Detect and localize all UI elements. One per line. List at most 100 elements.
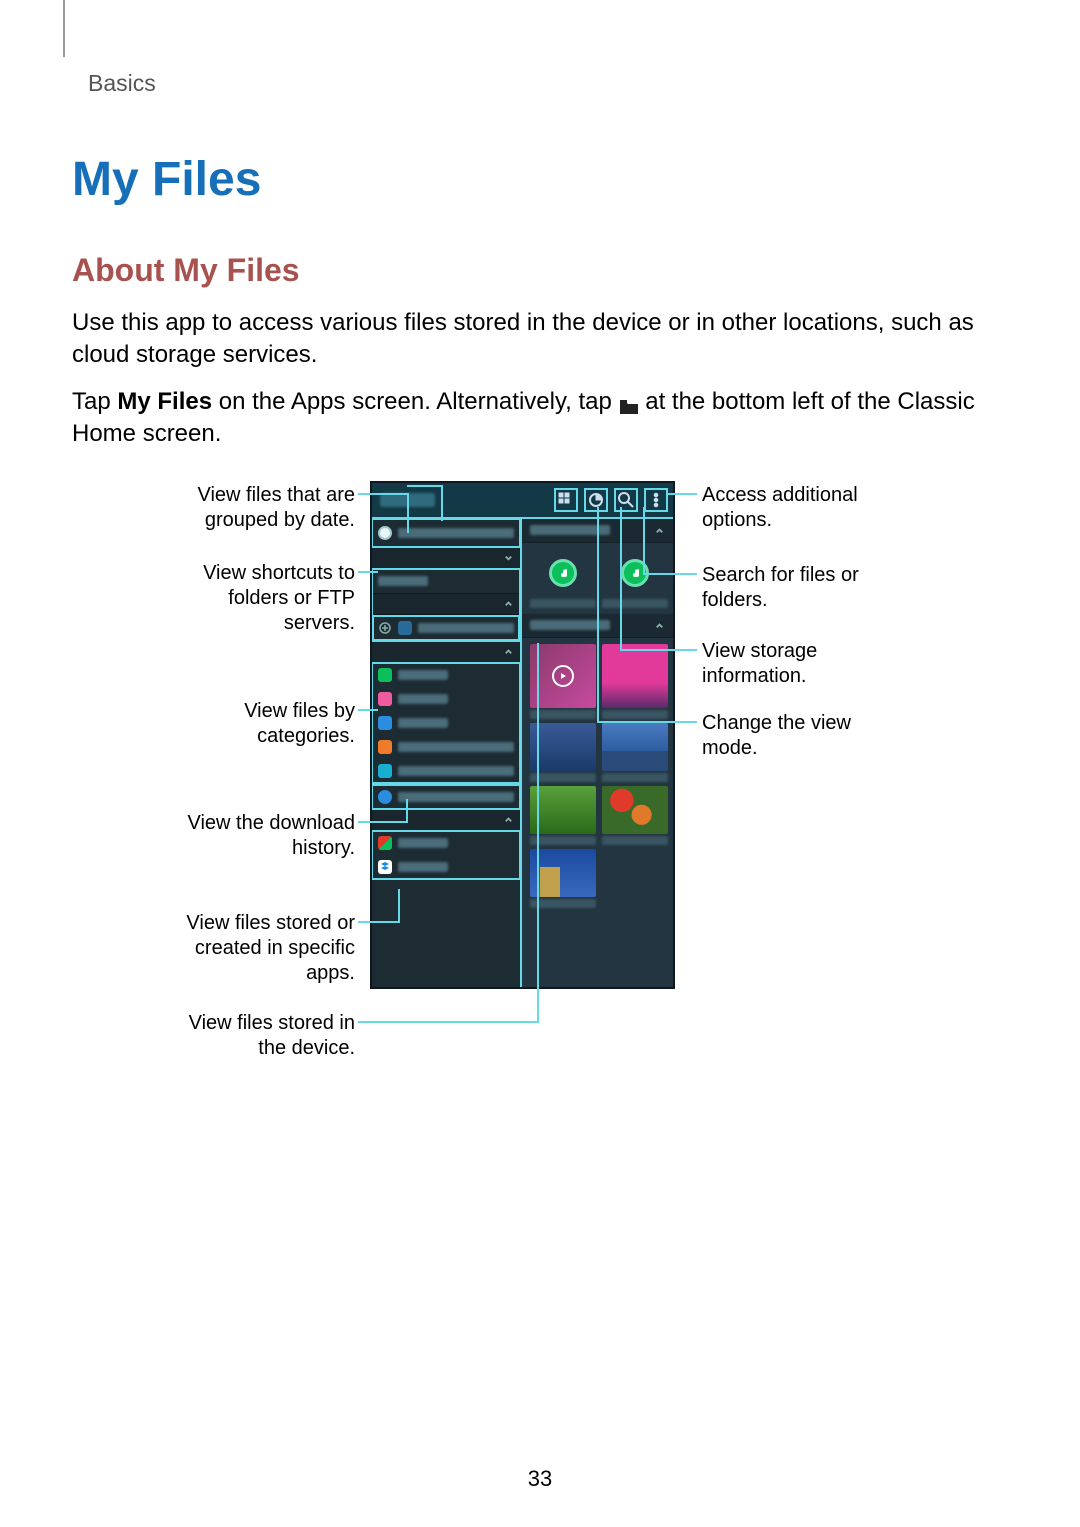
images-icon <box>378 668 392 682</box>
thumb-caption <box>530 599 596 608</box>
leader-line <box>643 507 645 574</box>
leader-line <box>406 799 408 823</box>
plus-icon <box>378 621 392 635</box>
app-office-item[interactable] <box>372 831 520 855</box>
image-thumb[interactable] <box>530 849 596 897</box>
label-blur <box>398 670 448 680</box>
leader-line <box>398 889 400 923</box>
sidebar <box>372 519 522 987</box>
audio-thumb[interactable] <box>530 549 596 597</box>
leader-line <box>358 571 378 573</box>
app-titlebar <box>372 483 673 519</box>
section-header[interactable] <box>372 547 520 569</box>
office-icon <box>378 836 392 850</box>
leader-line <box>667 493 697 495</box>
video-thumb[interactable] <box>530 644 596 708</box>
page: Basics My Files About My Files Use this … <box>0 0 1080 1527</box>
image-thumb[interactable] <box>530 786 596 834</box>
text-run: Tap <box>72 388 117 415</box>
thumb-caption <box>602 773 668 782</box>
image-thumb[interactable] <box>602 786 668 834</box>
category-images[interactable] <box>372 663 520 687</box>
thumb-caption <box>530 710 596 719</box>
label-blur <box>378 648 497 656</box>
app-dropbox-item[interactable] <box>372 855 520 879</box>
apps-files-group <box>372 831 520 879</box>
leader-line <box>358 821 406 823</box>
thumb-caption <box>602 836 668 845</box>
label-blur <box>398 838 448 848</box>
callout: View files bycategories. <box>110 699 355 749</box>
leader-line <box>441 485 443 521</box>
callout: View files that aregrouped by date. <box>110 483 355 533</box>
leader-line <box>407 485 442 487</box>
figure: View files that aregrouped by date. View… <box>110 481 970 1061</box>
categories-group <box>372 663 520 783</box>
thumb-caption <box>530 899 596 908</box>
audio-icon <box>378 716 392 730</box>
leader-line <box>358 493 407 495</box>
leader-line <box>597 507 599 722</box>
label-blur <box>398 718 448 728</box>
leader-line <box>407 493 409 533</box>
documents-icon <box>378 740 392 754</box>
callout: Search for files orfolders. <box>702 563 859 613</box>
label-blur <box>378 600 497 608</box>
label-blur <box>398 792 514 802</box>
callout: View shortcuts tofolders or FTPservers. <box>110 561 355 636</box>
thumb-caption <box>602 599 668 608</box>
label-blur <box>398 528 514 538</box>
section-header[interactable] <box>372 809 520 831</box>
play-icon <box>552 665 574 687</box>
thumb-caption <box>530 773 596 782</box>
storage-icon <box>398 621 412 635</box>
page-title: My Files <box>72 152 1008 207</box>
label-blur <box>398 742 514 752</box>
clock-icon <box>378 526 392 540</box>
timeline-item[interactable] <box>372 519 520 547</box>
shortcuts-group <box>372 569 520 641</box>
leader-line <box>358 709 378 711</box>
label-blur <box>398 766 514 776</box>
section-header[interactable] <box>372 641 520 663</box>
download-history-group <box>372 785 520 809</box>
download-history-item[interactable] <box>372 785 520 809</box>
leader-line <box>597 721 697 723</box>
view-mode-icon[interactable] <box>557 491 575 509</box>
music-icon <box>549 559 577 587</box>
paragraph: Use this app to access various files sto… <box>72 307 1008 372</box>
videos-icon <box>378 692 392 706</box>
category-audio[interactable] <box>372 711 520 735</box>
category-documents[interactable] <box>372 735 520 759</box>
dropbox-icon <box>378 860 392 874</box>
image-thumb[interactable] <box>602 723 668 771</box>
text-run: on the Apps screen. Alternatively, tap <box>212 388 618 415</box>
paragraph: Tap My Files on the Apps screen. Alterna… <box>72 386 1008 451</box>
shortcut-item[interactable] <box>372 569 520 593</box>
category-apps[interactable] <box>372 759 520 783</box>
image-thumb[interactable] <box>530 723 596 771</box>
section-header[interactable] <box>372 593 520 615</box>
thumb-caption <box>530 836 596 845</box>
apps-icon <box>378 764 392 778</box>
callout: Change the viewmode. <box>702 711 851 761</box>
more-options-icon[interactable] <box>647 491 665 509</box>
label-blur <box>418 623 514 633</box>
storage-info-icon[interactable] <box>587 491 605 509</box>
header-rule <box>63 0 65 57</box>
image-thumb[interactable] <box>602 644 668 708</box>
label-blur <box>378 554 497 562</box>
download-icon <box>378 790 392 804</box>
leader-line <box>537 643 539 1023</box>
callout: View files stored inthe device. <box>110 1011 355 1061</box>
callout: Access additionaloptions. <box>702 483 858 533</box>
text-run-bold: My Files <box>117 388 212 415</box>
device-storage-item[interactable] <box>372 615 520 641</box>
leader-line <box>643 573 697 575</box>
label-blur <box>398 694 448 704</box>
label-blur <box>398 862 448 872</box>
chapter-label: Basics <box>88 70 1008 97</box>
category-videos[interactable] <box>372 687 520 711</box>
leader-line <box>620 649 697 651</box>
callout: View storageinformation. <box>702 639 817 689</box>
